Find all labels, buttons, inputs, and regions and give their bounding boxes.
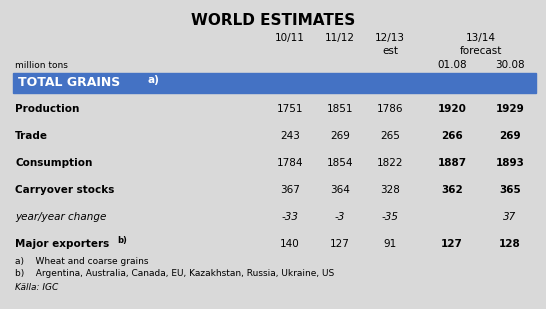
- Text: est: est: [382, 46, 398, 56]
- Text: Production: Production: [15, 104, 79, 114]
- Text: a)    Wheat and coarse grains: a) Wheat and coarse grains: [15, 256, 149, 265]
- Text: 1851: 1851: [327, 104, 353, 114]
- Text: 127: 127: [330, 239, 350, 249]
- Text: 1854: 1854: [327, 158, 353, 168]
- Text: 127: 127: [441, 239, 463, 249]
- Text: 1822: 1822: [377, 158, 403, 168]
- Text: 01.08: 01.08: [437, 60, 467, 70]
- Text: 10/11: 10/11: [275, 33, 305, 43]
- Text: 243: 243: [280, 131, 300, 141]
- Text: b): b): [117, 236, 127, 245]
- Text: -33: -33: [282, 212, 299, 222]
- Text: 367: 367: [280, 185, 300, 195]
- Text: 12/13: 12/13: [375, 33, 405, 43]
- Text: TOTAL GRAINS: TOTAL GRAINS: [18, 77, 124, 90]
- Text: forecast: forecast: [460, 46, 502, 56]
- Text: Källa: IGC: Källa: IGC: [15, 282, 58, 291]
- Text: year/year change: year/year change: [15, 212, 106, 222]
- Text: WORLD ESTIMATES: WORLD ESTIMATES: [191, 13, 355, 28]
- Text: 13/14: 13/14: [466, 33, 496, 43]
- Text: 362: 362: [441, 185, 463, 195]
- Text: 1929: 1929: [496, 104, 524, 114]
- Text: 365: 365: [499, 185, 521, 195]
- Text: million tons: million tons: [15, 61, 68, 70]
- Text: 1920: 1920: [437, 104, 466, 114]
- Text: 269: 269: [499, 131, 521, 141]
- Text: 1893: 1893: [496, 158, 525, 168]
- Text: 265: 265: [380, 131, 400, 141]
- Text: 266: 266: [441, 131, 463, 141]
- Text: Trade: Trade: [15, 131, 48, 141]
- Text: b)    Argentina, Australia, Canada, EU, Kazakhstan, Russia, Ukraine, US: b) Argentina, Australia, Canada, EU, Kaz…: [15, 269, 334, 277]
- Text: 91: 91: [383, 239, 396, 249]
- Text: 30.08: 30.08: [495, 60, 525, 70]
- Text: 328: 328: [380, 185, 400, 195]
- Text: 140: 140: [280, 239, 300, 249]
- Text: 364: 364: [330, 185, 350, 195]
- Text: 1751: 1751: [277, 104, 303, 114]
- Text: 128: 128: [499, 239, 521, 249]
- Text: a): a): [148, 75, 160, 85]
- Text: Carryover stocks: Carryover stocks: [15, 185, 114, 195]
- Text: -35: -35: [382, 212, 399, 222]
- Text: Consumption: Consumption: [15, 158, 92, 168]
- Text: 37: 37: [503, 212, 517, 222]
- Text: Major exporters: Major exporters: [15, 239, 113, 249]
- Text: 11/12: 11/12: [325, 33, 355, 43]
- Text: 1887: 1887: [437, 158, 467, 168]
- Text: 269: 269: [330, 131, 350, 141]
- Text: 1784: 1784: [277, 158, 303, 168]
- Text: 1786: 1786: [377, 104, 403, 114]
- Bar: [13, 73, 536, 93]
- Text: -3: -3: [335, 212, 345, 222]
